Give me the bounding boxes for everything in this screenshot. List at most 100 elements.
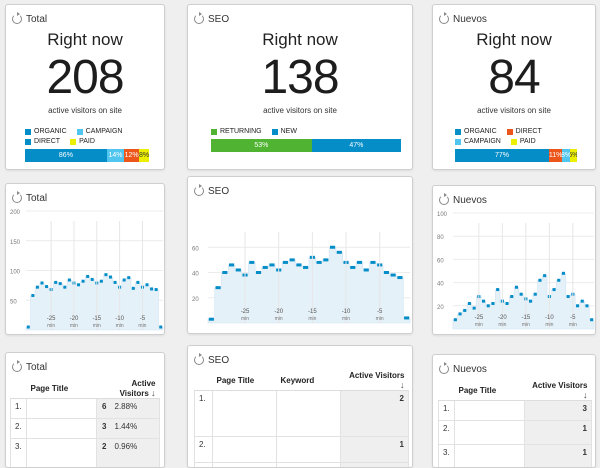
data-point [350, 266, 355, 269]
data-point [496, 288, 499, 291]
legend-label: ORGANIC [464, 128, 497, 135]
x-tick-label: -5 [140, 316, 146, 322]
data-point [216, 286, 221, 289]
refresh-icon[interactable] [194, 355, 204, 365]
table-row[interactable]: 2. 1 [439, 421, 592, 445]
active-visitors-cell: 3 [97, 419, 111, 439]
refresh-icon[interactable] [439, 364, 449, 374]
legend-label: CAMPAIGN [86, 128, 123, 135]
data-point [54, 281, 57, 284]
data-point [357, 261, 362, 264]
x-tick-label: -15 [522, 315, 531, 321]
widget-title: SEO [208, 14, 229, 25]
x-unit-label: min [569, 322, 577, 328]
active-visitors-cell: 3 [525, 401, 592, 421]
data-point [100, 280, 103, 283]
active-visitors-cell: 1 [341, 463, 409, 468]
table-row[interactable]: 1. 6 2.88% [11, 399, 160, 419]
bar-segment[interactable]: 86% [25, 149, 107, 162]
x-tick-label: -20 [498, 315, 507, 321]
data-point [529, 300, 532, 303]
widget-title: SEO [208, 355, 229, 366]
refresh-icon[interactable] [12, 14, 22, 24]
column-header-active-visitors[interactable]: Active Visitors ↓ [341, 371, 409, 391]
legend-swatch [455, 129, 461, 135]
widget-header: SEO [194, 353, 229, 367]
active-visitors-cell: 1 [525, 421, 592, 445]
legend-swatch [455, 139, 461, 145]
bar-segment[interactable]: 47% [312, 139, 401, 152]
page-title-cell[interactable] [213, 391, 277, 437]
refresh-icon[interactable] [439, 14, 449, 24]
bar-segment[interactable]: 12% [124, 149, 139, 162]
widget-header: Total [12, 360, 47, 374]
keyword-cell [277, 391, 341, 437]
legend-label: CAMPAIGN [464, 138, 501, 145]
refresh-icon[interactable] [194, 14, 204, 24]
table-row[interactable]: 3. 1 [195, 463, 409, 468]
data-point [482, 300, 485, 303]
bar-segment[interactable]: 53% [211, 139, 312, 152]
legend-item: ORGANIC [25, 128, 67, 135]
column-header-page-title[interactable]: Page Title [213, 371, 277, 391]
data-point [41, 281, 44, 284]
y-tick-label: 100 [10, 270, 21, 276]
realtime-widget-nuevos: Nuevos Right now 84 active visitors on s… [432, 4, 596, 170]
source-breakdown-bar: 77%11%8%6% [455, 149, 577, 162]
column-header-active-visitors[interactable]: Active Visitors ↓ [525, 381, 592, 401]
active-visitors-caption: active visitors on site [188, 106, 412, 115]
bar-segment[interactable]: 6% [570, 149, 577, 162]
data-point [317, 261, 322, 264]
data-point [515, 286, 518, 289]
column-header-page-title[interactable]: Page Title [27, 379, 97, 399]
legend-swatch [25, 129, 31, 135]
x-tick-label: -15 [308, 309, 317, 315]
table-row[interactable]: 3. 1 [439, 445, 592, 468]
widget-title: Total [26, 362, 47, 373]
visitor-type-bar: 53%47% [211, 139, 401, 152]
data-point [581, 300, 584, 303]
legend-swatch [511, 139, 517, 145]
y-tick-label: 40 [192, 272, 199, 278]
legend-label: DIRECT [516, 128, 542, 135]
column-header-page-title[interactable]: Page Title [455, 381, 525, 401]
page-title-cell[interactable] [213, 437, 277, 463]
bar-segment[interactable]: 11% [549, 149, 562, 162]
data-point [77, 283, 80, 286]
row-index: 3. [439, 445, 455, 468]
data-point [391, 274, 396, 277]
table-row[interactable]: 1. 2 [195, 391, 409, 437]
page-title-cell[interactable] [27, 419, 97, 439]
column-header-keyword[interactable]: Keyword [277, 371, 341, 391]
bar-segment[interactable]: 77% [455, 149, 549, 162]
active-visitors-cell: 2 [341, 391, 409, 437]
table-row[interactable]: 2. 3 1.44% [11, 419, 160, 439]
page-title-cell[interactable] [455, 421, 525, 445]
bar-segment[interactable]: 14% [107, 149, 124, 162]
sort-down-arrow-icon[interactable]: ↓ [151, 388, 156, 398]
page-title-cell[interactable] [455, 401, 525, 421]
bar-segment[interactable]: 8% [562, 149, 569, 162]
refresh-icon[interactable] [12, 362, 22, 372]
table-row[interactable]: 1. 3 [439, 401, 592, 421]
row-index: 2. [11, 419, 27, 439]
legend-swatch [77, 129, 83, 135]
data-point [159, 326, 162, 329]
page-title-cell[interactable] [27, 399, 97, 419]
page-title-cell[interactable] [213, 463, 277, 468]
data-point [91, 278, 94, 281]
x-tick-label: -25 [241, 309, 250, 315]
legend-swatch [70, 139, 76, 145]
bar-segment[interactable]: 8% [139, 149, 149, 162]
table-row[interactable]: 2. 1 [195, 437, 409, 463]
legend-item: NEW [272, 128, 297, 135]
page-title-cell[interactable] [455, 445, 525, 468]
x-unit-label: min [275, 316, 283, 322]
sort-down-arrow-icon[interactable]: ↓ [400, 380, 405, 390]
sort-down-arrow-icon[interactable]: ↓ [583, 390, 588, 400]
x-tick-label: -25 [47, 316, 56, 322]
x-unit-label: min [47, 323, 55, 329]
data-point [510, 295, 513, 298]
column-header-active-visitors[interactable]: Active Visitors ↓ [97, 379, 160, 399]
